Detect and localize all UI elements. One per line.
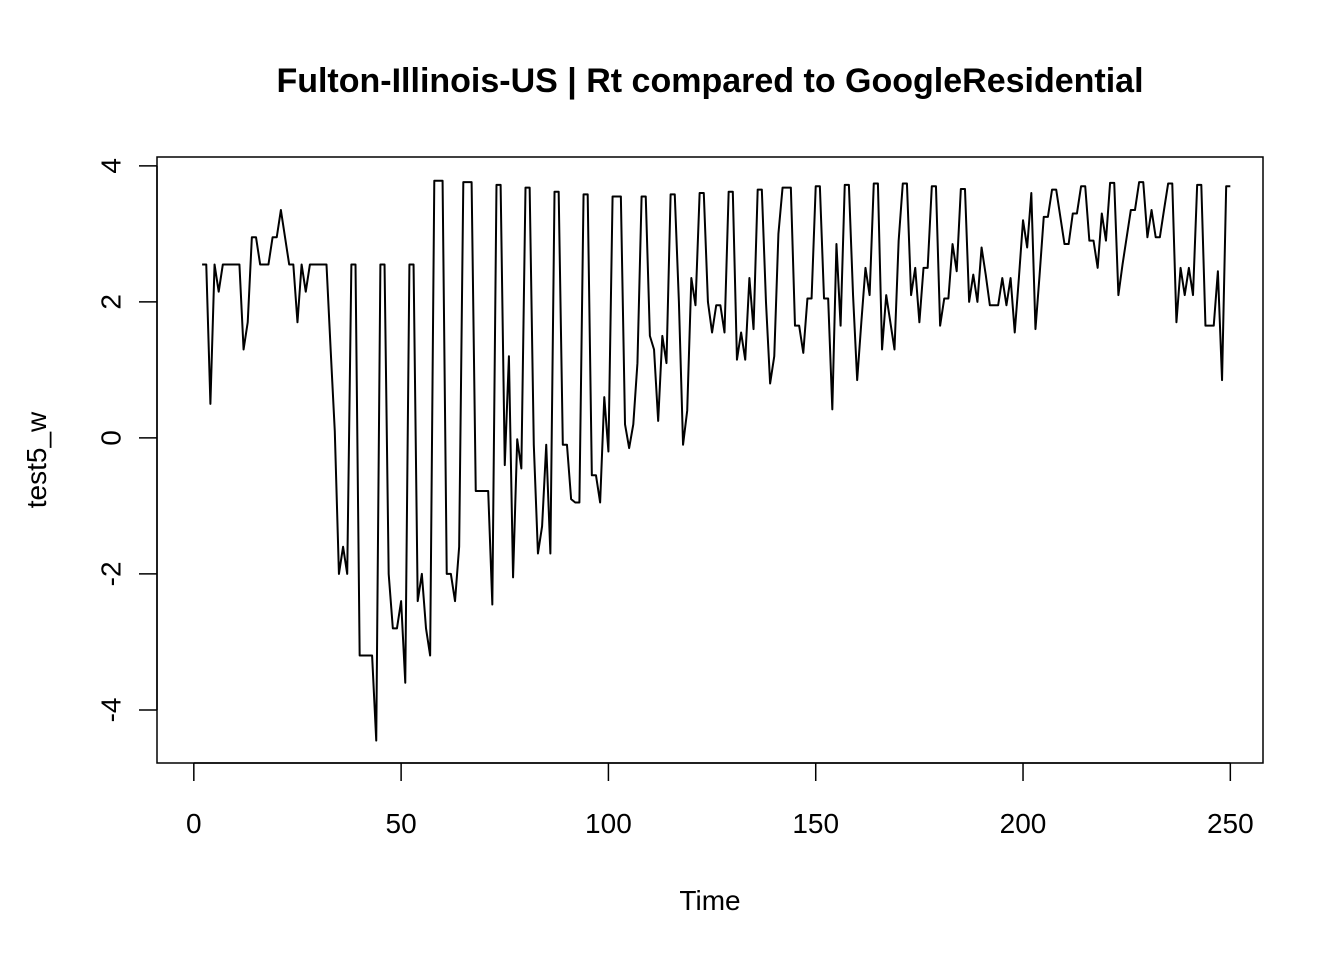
plot-frame [156,156,1264,764]
y-tick-label: 4 [96,158,127,174]
y-tick-label: -4 [96,697,127,722]
y-axis-label: test5_w [21,411,52,508]
x-tick-label: 150 [792,808,839,839]
chart-title: Fulton-Illinois-US | Rt compared to Goog… [276,62,1143,100]
x-tick-label: 250 [1207,808,1254,839]
x-axis: 0 50 100 150 200 250 [186,762,1254,839]
x-tick-label: 0 [186,808,202,839]
y-tick-label: -2 [96,561,127,586]
y-tick-label: 2 [96,294,127,310]
x-axis-label: Time [679,885,740,916]
x-tick-label: 100 [585,808,632,839]
series-line-test5-w [202,179,1231,742]
y-tick-label: 0 [96,430,127,446]
y-axis: -4 -2 0 2 4 [96,158,158,722]
x-tick-label: 200 [1000,808,1047,839]
x-tick-label: 50 [386,808,417,839]
